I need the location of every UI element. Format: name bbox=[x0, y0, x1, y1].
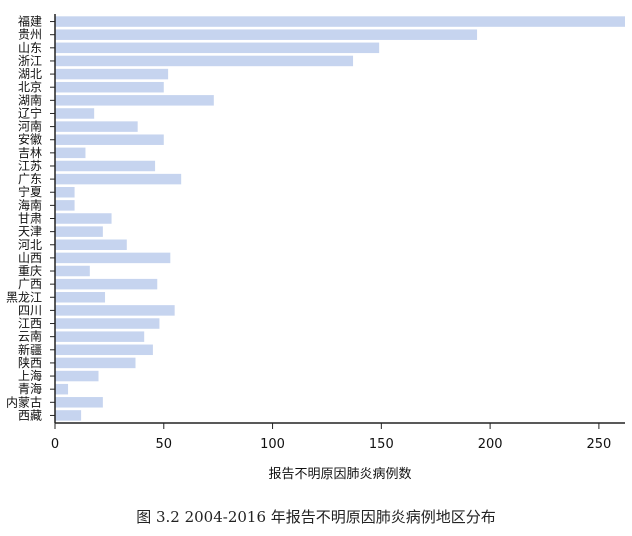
category-label: 北京 bbox=[18, 80, 42, 94]
x-tick-label: 50 bbox=[156, 437, 173, 452]
bar-黑龙江 bbox=[55, 292, 106, 303]
bar-江西 bbox=[55, 318, 160, 329]
category-label: 天津 bbox=[18, 225, 42, 239]
bar-青海 bbox=[55, 383, 69, 395]
bar-湖南 bbox=[55, 95, 214, 106]
bar-山东 bbox=[55, 42, 380, 54]
bar-海南 bbox=[55, 200, 75, 211]
category-label: 西藏 bbox=[18, 408, 42, 422]
category-label: 安徽 bbox=[18, 132, 42, 147]
x-tick-label: 0 bbox=[51, 437, 59, 452]
x-axis-title: 报告不明原因肺炎病例数 bbox=[268, 467, 411, 482]
bar-辽宁 bbox=[55, 108, 95, 119]
category-label: 湖南 bbox=[18, 92, 42, 107]
x-tick-label: 100 bbox=[260, 437, 285, 452]
bar-广西 bbox=[55, 278, 158, 290]
bar-浙江 bbox=[55, 55, 354, 67]
bar-陕西 bbox=[55, 357, 136, 369]
bar-吉林 bbox=[55, 147, 86, 159]
category-label: 贵州 bbox=[18, 28, 42, 42]
bar-贵州 bbox=[55, 29, 478, 40]
category-label: 辽宁 bbox=[18, 105, 42, 120]
bar-内蒙古 bbox=[55, 397, 103, 408]
bar-四川 bbox=[55, 305, 175, 316]
bar-河南 bbox=[55, 121, 138, 132]
bar-山西 bbox=[55, 252, 171, 264]
bar-河北 bbox=[55, 239, 127, 251]
category-label: 青海 bbox=[18, 381, 42, 396]
category-label: 河北 bbox=[18, 238, 42, 252]
category-label: 新疆 bbox=[18, 342, 42, 357]
category-label: 吉林 bbox=[18, 146, 42, 160]
bar-西藏 bbox=[55, 410, 82, 421]
category-label: 江西 bbox=[18, 317, 42, 331]
bar-湖北 bbox=[55, 68, 169, 80]
bar-云南 bbox=[55, 331, 145, 342]
bar-甘肃 bbox=[55, 213, 112, 224]
category-label: 宁夏 bbox=[18, 184, 42, 199]
category-label: 广西 bbox=[18, 277, 42, 291]
category-label: 云南 bbox=[18, 329, 42, 344]
category-label: 陕西 bbox=[18, 355, 42, 370]
category-label: 山东 bbox=[18, 41, 42, 55]
category-label: 河南 bbox=[18, 119, 42, 134]
category-labels: 福建贵州山东浙江湖北北京湖南辽宁河南安徽吉林江苏广东宁夏海南甘肃天津河北山西重庆… bbox=[6, 14, 55, 422]
x-ticks: 0 50 100 150 200 250 bbox=[51, 423, 611, 452]
category-label: 福建 bbox=[18, 14, 42, 29]
bar-江苏 bbox=[55, 160, 156, 172]
category-label: 四川 bbox=[18, 303, 42, 317]
category-label: 海南 bbox=[18, 197, 42, 212]
category-label: 山西 bbox=[18, 251, 42, 265]
x-tick-label: 200 bbox=[478, 437, 503, 452]
category-label: 浙江 bbox=[18, 54, 42, 68]
bar-福建 bbox=[55, 16, 625, 27]
bar-广东 bbox=[55, 173, 182, 185]
bar-北京 bbox=[55, 81, 164, 93]
bar-上海 bbox=[55, 370, 99, 382]
bar-宁夏 bbox=[55, 186, 75, 198]
bar-chart: 福建贵州山东浙江湖北北京湖南辽宁河南安徽吉林江苏广东宁夏海南甘肃天津河北山西重庆… bbox=[6, 14, 625, 482]
category-label: 重庆 bbox=[18, 264, 42, 278]
bar-重庆 bbox=[55, 265, 90, 277]
category-label: 甘肃 bbox=[18, 212, 42, 226]
x-tick-label: 150 bbox=[369, 437, 394, 452]
category-label: 湖北 bbox=[18, 66, 42, 81]
category-label: 黑龙江 bbox=[6, 290, 42, 304]
bar-安徽 bbox=[55, 134, 164, 145]
x-tick-label: 250 bbox=[586, 437, 611, 452]
bars-group bbox=[55, 16, 625, 421]
category-label: 江苏 bbox=[18, 159, 42, 173]
bar-新疆 bbox=[55, 344, 153, 356]
figure-caption: 图 3.2 2004-2016 年报告不明原因肺炎病例地区分布 bbox=[136, 508, 496, 526]
category-label: 上海 bbox=[18, 368, 42, 383]
bar-天津 bbox=[55, 226, 103, 237]
category-label: 内蒙古 bbox=[6, 394, 42, 409]
category-label: 广东 bbox=[18, 172, 42, 186]
